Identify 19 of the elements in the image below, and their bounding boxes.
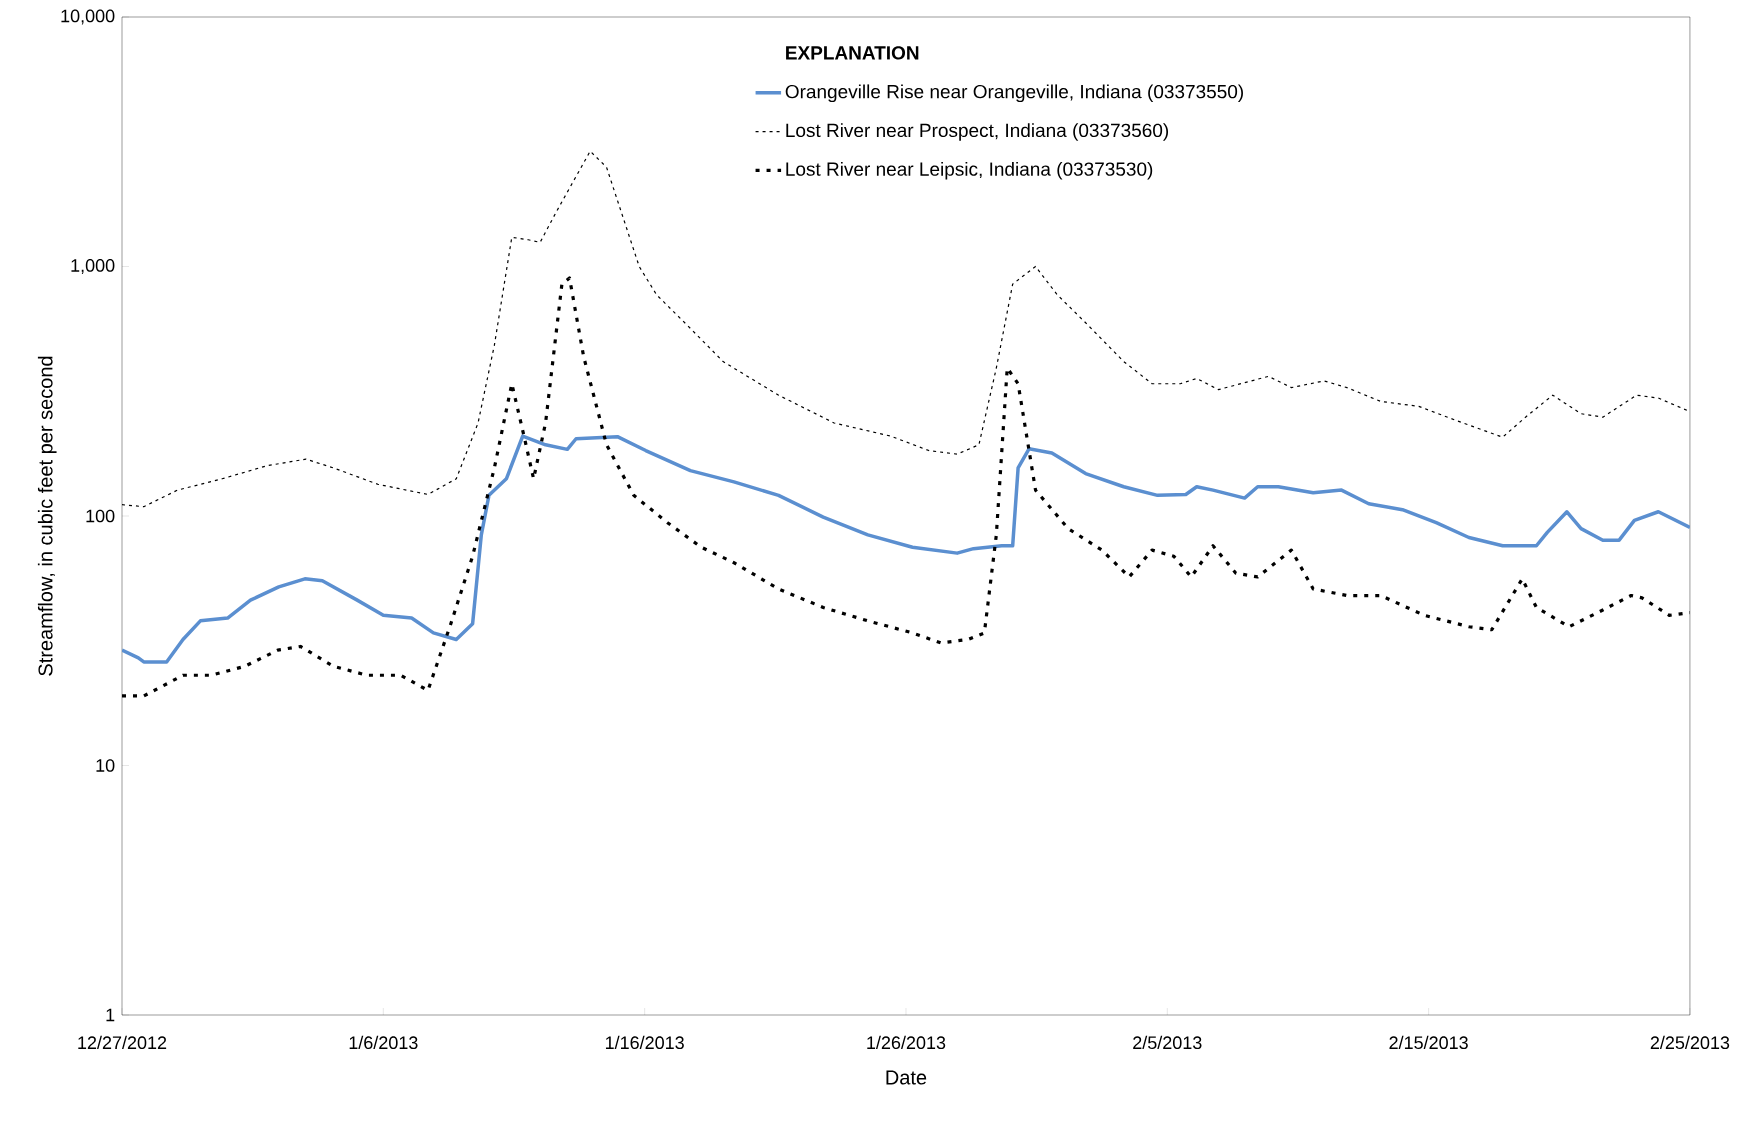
legend-label: Lost River near Prospect, Indiana (03373560) — [786, 123, 1169, 141]
x-tick-label: 2/15/2013 — [1389, 1035, 1468, 1050]
y-tick-label: 10,000 — [61, 9, 115, 25]
y-axis-title: Streamflow, in cubic feet per second — [37, 356, 57, 676]
x-axis-title: Date — [886, 1070, 927, 1085]
y-tick-label: 1,000 — [71, 259, 115, 274]
legend-label: Orangeville Rise near Orangeville, Indiana (03373550) — [785, 84, 1243, 103]
x-tick-label: 1/6/2013 — [349, 1035, 418, 1050]
x-tick-label: 1/16/2013 — [605, 1035, 684, 1050]
x-tick-label: 12/27/2012 — [78, 1035, 167, 1050]
legend-title: EXPLANATION — [786, 46, 919, 60]
x-tick-label: 1/26/2013 — [867, 1035, 946, 1050]
legend-label: Lost River near Leipsic, Indiana (03373530) — [786, 161, 1153, 180]
x-tick-label: 2/25/2013 — [1650, 1035, 1730, 1050]
x-tick-label: 2/5/2013 — [1133, 1035, 1202, 1050]
y-tick-label: 100 — [86, 509, 115, 523]
line-series — [122, 434, 1690, 664]
y-tick-label: 10 — [96, 759, 115, 772]
y-tick-label: 1 — [106, 1008, 115, 1022]
